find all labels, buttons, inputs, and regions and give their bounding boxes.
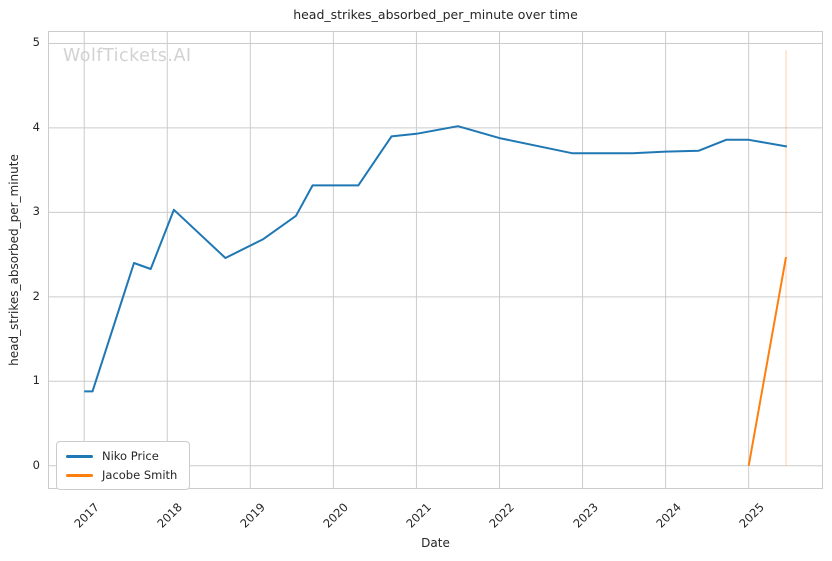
x-tick-label: 2020: [320, 500, 352, 531]
series-line-jacobe-smith: [747, 256, 787, 466]
legend: Niko Price Jacobe Smith: [56, 441, 191, 490]
x-tick-label: 2017: [71, 500, 103, 531]
watermark-text: WolfTickets.AI: [63, 46, 192, 66]
legend-line-swatch: [66, 454, 93, 458]
y-tick-label: 5: [32, 35, 40, 50]
y-axis-label: head_strikes_absorbed_per_minute: [7, 154, 21, 366]
y-tick-label: 2: [32, 288, 40, 303]
series-line-niko-price: [84, 125, 788, 393]
x-tick-label: 2022: [486, 500, 518, 531]
y-tick-label: 0: [32, 457, 40, 472]
x-tick-label: 2023: [569, 500, 601, 531]
x-tick-label: 2025: [735, 500, 767, 531]
x-axis-label: Date: [421, 536, 450, 550]
x-tick-label: 2024: [652, 500, 684, 531]
legend-item: Niko Price: [66, 449, 177, 463]
legend-item: Jacobe Smith: [66, 468, 177, 482]
line-chart-canvas: [49, 32, 822, 488]
legend-label: Niko Price: [102, 449, 159, 463]
x-tick-label: 2021: [403, 500, 435, 531]
legend-line-swatch: [66, 473, 93, 477]
y-tick-label: 3: [32, 204, 40, 219]
x-tick-label: 2018: [154, 500, 186, 531]
x-tick-label: 2019: [237, 500, 269, 531]
legend-label: Jacobe Smith: [102, 468, 178, 482]
y-tick-label: 4: [32, 119, 40, 134]
y-tick-label: 1: [32, 373, 40, 388]
plot-area: [48, 31, 823, 489]
chart-title: head_strikes_absorbed_per_minute over ti…: [293, 7, 578, 22]
